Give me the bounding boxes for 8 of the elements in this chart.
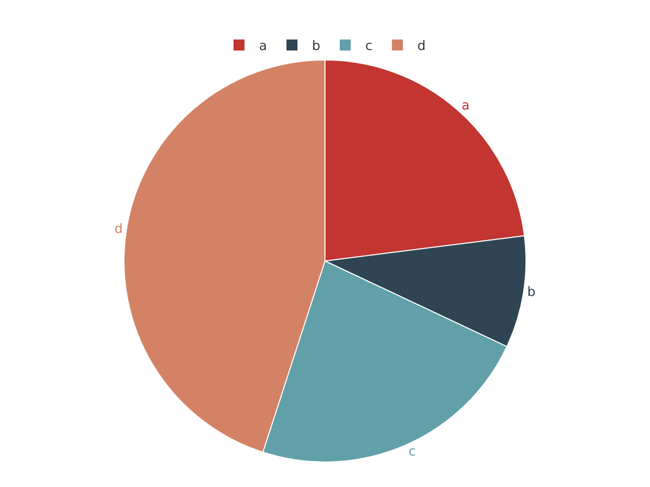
legend-label: b [312,39,320,54]
legend-label: d [417,39,426,54]
slice-label: b [527,285,536,300]
legend-label: c [365,39,372,54]
slice-label: c [408,444,416,460]
slice-label: a [462,98,470,114]
legend-label: a [259,39,267,54]
slice-label: d [114,222,123,237]
